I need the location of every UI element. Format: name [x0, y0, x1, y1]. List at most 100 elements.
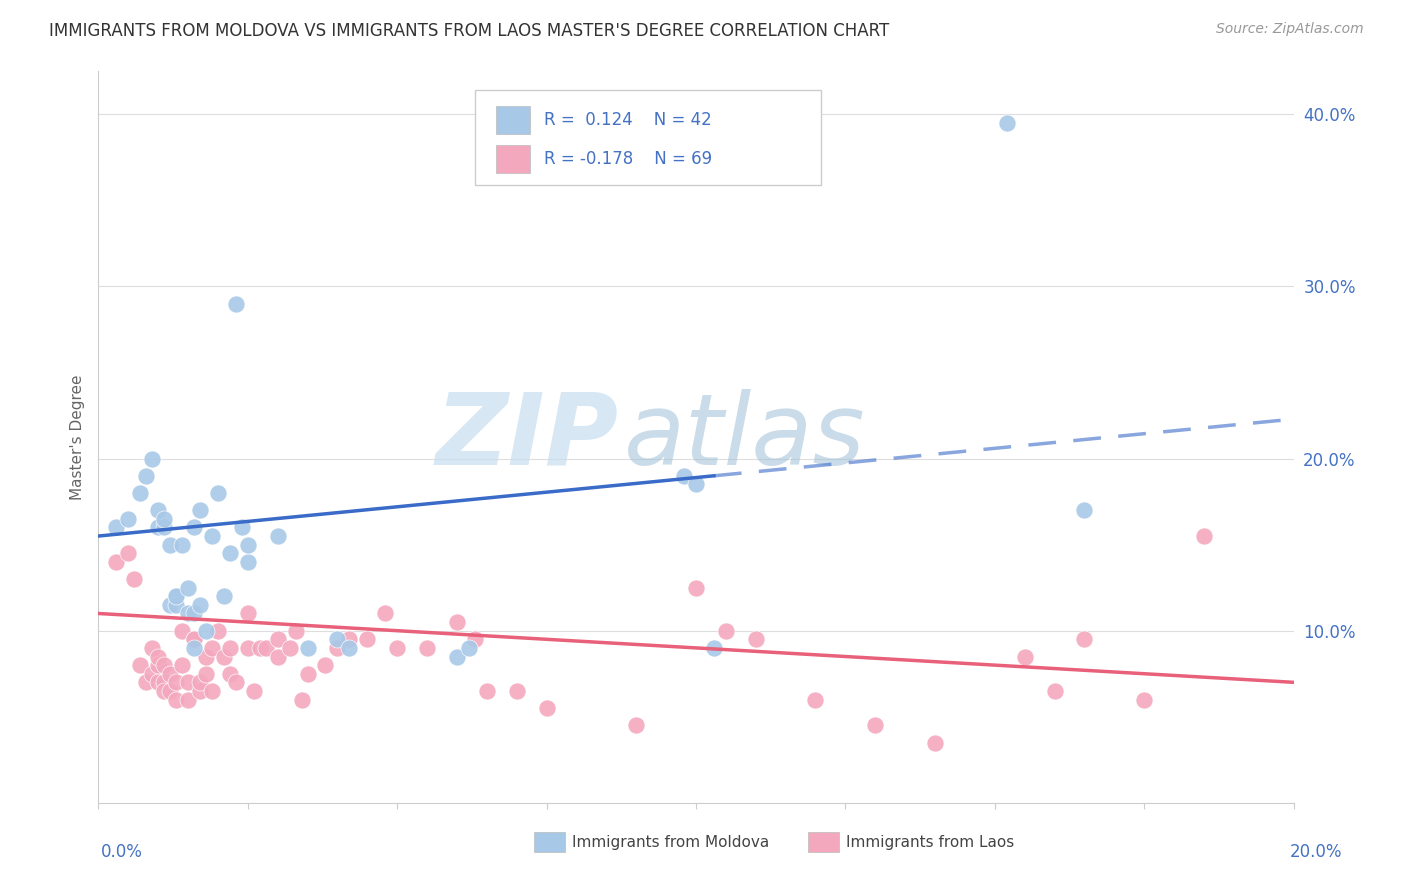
Point [1133, 692, 1156, 706]
Point [685, 581, 707, 595]
Point [195, 649, 218, 664]
Point [201, 529, 224, 543]
Point [1073, 632, 1095, 647]
Point [339, 640, 361, 655]
Point [236, 538, 259, 552]
Point [374, 607, 396, 621]
Point [188, 684, 211, 698]
Point [219, 666, 242, 681]
Point [183, 640, 205, 655]
Point [165, 675, 187, 690]
Text: Source: ZipAtlas.com: Source: ZipAtlas.com [1216, 22, 1364, 37]
Point [416, 640, 439, 655]
Point [219, 640, 242, 655]
Point [356, 632, 378, 647]
Point [172, 658, 194, 673]
Point [117, 546, 139, 560]
Point [236, 607, 259, 621]
Point [183, 520, 205, 534]
Text: Immigrants from Moldova: Immigrants from Moldova [572, 835, 769, 849]
Point [703, 640, 725, 655]
Point [254, 640, 277, 655]
Point [159, 538, 181, 552]
Text: IMMIGRANTS FROM MOLDOVA VS IMMIGRANTS FROM LAOS MASTER'S DEGREE CORRELATION CHAR: IMMIGRANTS FROM MOLDOVA VS IMMIGRANTS FR… [49, 22, 890, 40]
Point [159, 684, 181, 698]
Point [714, 624, 737, 638]
Point [165, 598, 187, 612]
Point [446, 615, 468, 629]
Point [183, 632, 205, 647]
Point [464, 632, 486, 647]
Point [177, 675, 200, 690]
Text: R = -0.178    N = 69: R = -0.178 N = 69 [544, 150, 713, 168]
Text: atlas: atlas [624, 389, 866, 485]
Point [105, 520, 128, 534]
Point [278, 640, 301, 655]
Point [804, 692, 827, 706]
Point [249, 640, 271, 655]
Point [183, 632, 205, 647]
Point [1073, 503, 1095, 517]
Point [129, 486, 152, 500]
Point [165, 589, 187, 603]
Point [506, 684, 529, 698]
Point [153, 658, 176, 673]
Point [291, 692, 314, 706]
Point [297, 640, 319, 655]
Point [315, 658, 337, 673]
Text: R =  0.124    N = 42: R = 0.124 N = 42 [544, 112, 711, 129]
Point [153, 675, 176, 690]
Point [177, 692, 200, 706]
Point [172, 538, 194, 552]
Point [153, 512, 176, 526]
Point [153, 520, 176, 534]
Point [536, 701, 558, 715]
Point [458, 640, 481, 655]
Point [626, 718, 648, 732]
Point [745, 632, 768, 647]
Point [685, 477, 707, 491]
Point [195, 624, 218, 638]
Point [673, 468, 696, 483]
Point [231, 520, 253, 534]
Point [141, 640, 163, 655]
Point [148, 503, 170, 517]
Point [326, 632, 349, 647]
Point [212, 649, 235, 664]
Point [177, 607, 200, 621]
Point [165, 692, 187, 706]
Point [201, 640, 224, 655]
Point [148, 675, 170, 690]
Point [1192, 529, 1215, 543]
Point [188, 675, 211, 690]
Point [475, 684, 498, 698]
FancyBboxPatch shape [496, 106, 530, 135]
Point [135, 675, 157, 690]
Point [284, 624, 307, 638]
Point [135, 468, 157, 483]
Point [183, 607, 205, 621]
Point [339, 632, 361, 647]
FancyBboxPatch shape [475, 90, 821, 185]
Point [924, 735, 946, 749]
Y-axis label: Master's Degree: Master's Degree [69, 375, 84, 500]
Point [267, 632, 290, 647]
FancyBboxPatch shape [496, 145, 530, 173]
Point [995, 116, 1018, 130]
Point [225, 296, 247, 310]
Point [124, 572, 146, 586]
Point [105, 555, 128, 569]
Point [129, 658, 152, 673]
Point [207, 486, 229, 500]
Point [195, 666, 218, 681]
Point [172, 624, 194, 638]
Point [188, 503, 211, 517]
Text: 20.0%: 20.0% [1291, 843, 1343, 861]
Point [1014, 649, 1036, 664]
Point [188, 598, 211, 612]
Point [865, 718, 887, 732]
Point [1043, 684, 1066, 698]
Point [212, 589, 235, 603]
Point [446, 649, 468, 664]
Point [117, 512, 139, 526]
